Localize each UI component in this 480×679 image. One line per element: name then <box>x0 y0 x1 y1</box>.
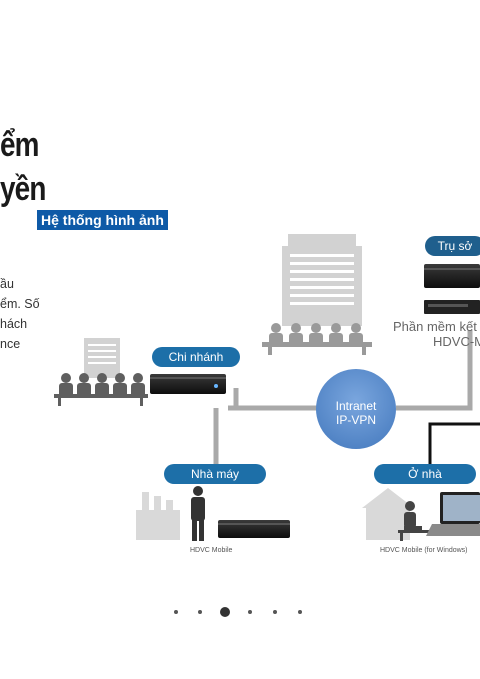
carousel-dot[interactable] <box>198 610 202 614</box>
carousel-dot-active[interactable] <box>220 607 230 617</box>
description: ầu ểm. Số hách nce <box>0 274 40 354</box>
intranet-cloud-icon <box>316 369 396 449</box>
factory-building-icon <box>136 492 180 540</box>
dark-line <box>428 422 480 466</box>
branch-meeting-icon <box>54 373 148 406</box>
factory-caption: HDVC Mobile <box>190 547 233 554</box>
carousel-dot[interactable] <box>298 610 302 614</box>
branch-codec-device-icon <box>150 374 226 394</box>
hq-meeting-icon <box>262 323 372 355</box>
factory-worker-icon <box>191 486 205 541</box>
hq-label: Trụ sở <box>425 236 480 256</box>
factory-codec-device-icon <box>218 520 290 538</box>
laptop-icon <box>426 492 480 536</box>
carousel-dot[interactable] <box>174 610 178 614</box>
branch-label: Chi nhánh <box>152 347 240 367</box>
home-caption: HDVC Mobile (for Windows) <box>380 547 468 554</box>
desc-line-2: ểm. Số <box>0 297 40 311</box>
cloud-label-line-2: IP-VPN <box>335 413 376 427</box>
heading-line-2: yền <box>0 170 46 208</box>
hq-codec-device-icon <box>424 264 480 314</box>
carousel-dot[interactable] <box>273 610 277 614</box>
home-user-icon <box>398 501 434 541</box>
factory-label: Nhà máy <box>164 464 266 484</box>
home-house-icon <box>362 488 414 540</box>
hq-software-line-1: Phần mềm kết <box>393 319 477 334</box>
cloud-label-line-1: Intranet <box>335 399 377 413</box>
desc-line-4: nce <box>0 337 21 351</box>
connection-lines <box>213 330 473 466</box>
desc-line-3: hách <box>0 317 28 331</box>
home-label: Ở nhà <box>374 464 476 484</box>
heading-line-1: ểm <box>0 126 39 164</box>
carousel-dot[interactable] <box>248 610 252 614</box>
hq-software-line-2: HDVC-M <box>433 334 480 349</box>
system-banner: Hệ thống hình ảnh <box>37 210 168 230</box>
desc-line-1: ầu <box>0 277 14 291</box>
